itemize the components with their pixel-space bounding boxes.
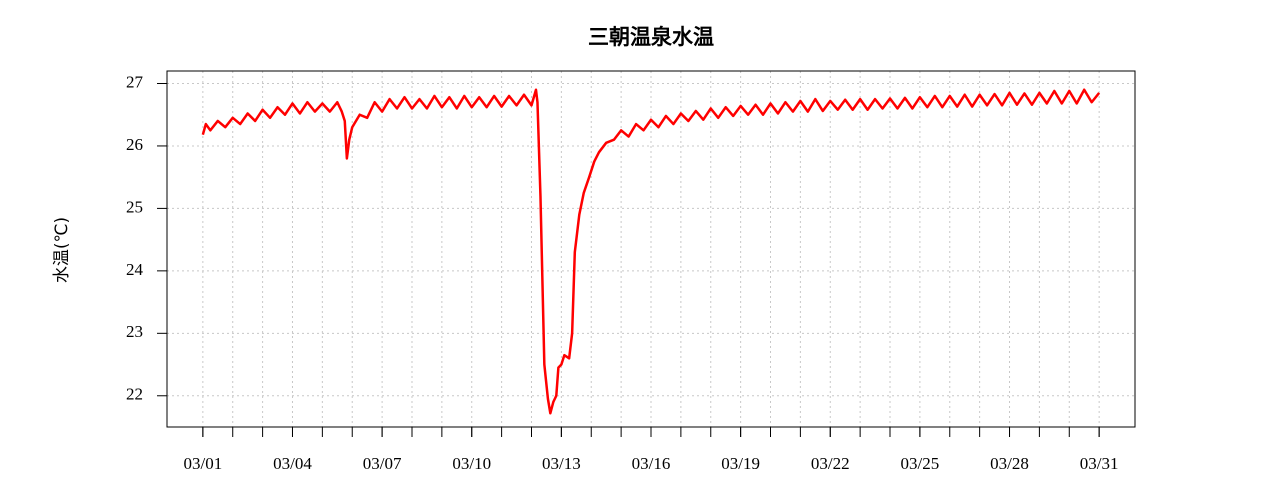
y-tick-label: 22 [126,385,143,404]
x-tick-label: 03/07 [363,454,402,473]
x-tick-label: 03/13 [542,454,581,473]
x-tick-label: 03/04 [273,454,312,473]
y-tick-label: 24 [126,260,144,279]
x-tick-label: 03/25 [901,454,940,473]
y-axis-label: 水温(℃) [52,217,72,283]
x-tick-label: 03/28 [990,454,1029,473]
y-tick-label: 25 [126,197,143,216]
y-tick-label: 27 [126,72,144,91]
data-line [201,88,1101,415]
plot-frame [166,70,1136,428]
x-tick-label: 03/22 [811,454,850,473]
x-tick-label: 03/01 [183,454,222,473]
x-tick-label: 03/31 [1080,454,1119,473]
x-tick-label: 03/19 [721,454,760,473]
y-tick-label: 26 [126,135,143,154]
chart-title: 三朝温泉水温 [588,25,714,49]
x-tick-label: 03/16 [632,454,671,473]
x-tick-label: 03/10 [452,454,491,473]
y-tick-label: 23 [126,322,143,341]
